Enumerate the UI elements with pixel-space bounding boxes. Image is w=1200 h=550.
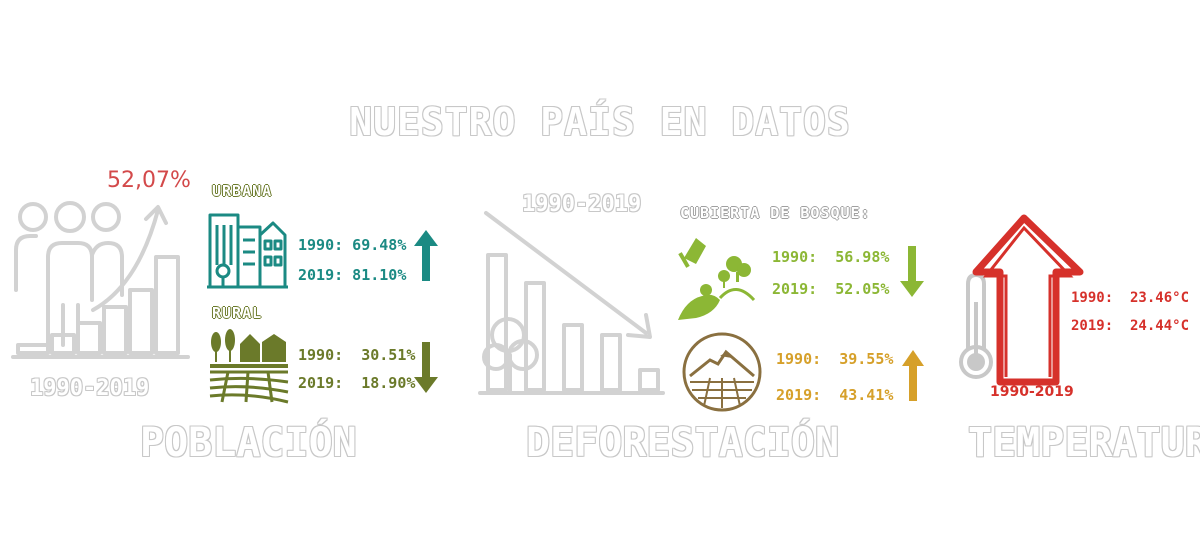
arrow-down-icon xyxy=(414,342,438,393)
mountain-field-icon xyxy=(682,332,762,412)
forest-2019-value: 2019: 52.05% xyxy=(772,280,890,298)
population-label: POBLACIÓN xyxy=(140,420,357,466)
agricultural-2019-value: 2019: 43.41% xyxy=(776,386,894,404)
deforestation-label: DEFORESTACIÓN xyxy=(526,420,840,466)
urban-2019-value: 2019: 81.10% xyxy=(298,266,407,284)
deforestation-chart-icon xyxy=(478,211,665,395)
population-period: 1990-2019 xyxy=(30,376,150,401)
agricultural-1990-value: 1990: 39.55% xyxy=(776,350,894,368)
temperature-label: TEMPERATURA xyxy=(968,420,1200,466)
rural-label: RURAL xyxy=(212,304,263,322)
arrow-up-icon xyxy=(902,350,924,401)
temperature-period: 1990-2019 xyxy=(990,384,1074,400)
city-buildings-icon xyxy=(207,213,288,289)
urban-1990-value: 1990: 69.48% xyxy=(298,236,407,254)
temperature-1990-value: 1990: 23.46°C xyxy=(1071,290,1190,306)
urban-label: URBANA xyxy=(212,182,273,200)
farm-icon xyxy=(209,329,289,404)
rural-1990-value: 1990: 30.51% xyxy=(298,346,416,364)
page-title: NUESTRO PAÍS EN DATOS xyxy=(349,100,851,144)
arrow-up-icon xyxy=(414,230,438,281)
population-growth-value: 52,07% xyxy=(107,168,191,193)
big-arrow-up-icon xyxy=(972,214,1084,386)
deforestation-period: 1990-2019 xyxy=(522,192,642,217)
arrow-down-icon xyxy=(900,246,924,297)
temperature-2019-value: 2019: 24.44°C xyxy=(1071,318,1190,334)
rural-2019-value: 2019: 18.90% xyxy=(298,374,416,392)
forest-1990-value: 1990: 56.98% xyxy=(772,248,890,266)
people-growth-icon xyxy=(11,201,190,359)
axe-forest-icon xyxy=(678,238,756,320)
forest-cover-label: CUBIERTA DE BOSQUE: xyxy=(680,204,871,222)
